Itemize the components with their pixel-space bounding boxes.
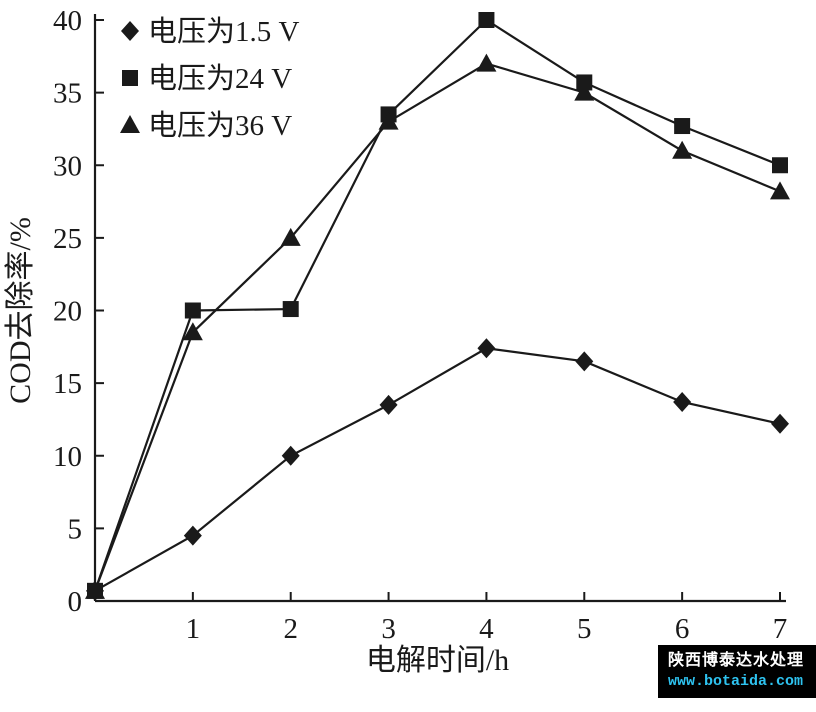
x-axis-label: 电解时间/h (366, 644, 509, 677)
x-tick-label: 2 (283, 613, 298, 645)
data-point-square (772, 157, 788, 174)
data-point-diamond (379, 394, 398, 415)
y-tick-label: 5 (68, 513, 83, 545)
watermark-title: 陕西博泰达水处理 (667, 652, 804, 670)
data-point-triangle (672, 140, 693, 159)
data-point-diamond (477, 338, 496, 359)
y-tick-label: 25 (53, 223, 82, 255)
legend-label: 电压为36 V (148, 109, 292, 142)
y-tick-label: 30 (53, 150, 82, 182)
data-point-triangle (85, 580, 105, 599)
data-point-triangle (574, 82, 595, 101)
x-tick-label: 5 (577, 613, 592, 645)
legend-marker-diamond (121, 21, 139, 41)
data-point-triangle (476, 53, 497, 72)
y-tick-label: 15 (53, 368, 82, 400)
x-tick-label: 4 (479, 613, 494, 645)
x-tick-label: 3 (381, 613, 396, 645)
y-tick-label: 0 (68, 586, 83, 618)
y-tick-label: 35 (53, 78, 82, 110)
data-point-square (282, 301, 299, 318)
legend-label: 电压为24 V (148, 62, 292, 95)
data-point-square (184, 302, 201, 319)
data-point-square (478, 12, 495, 28)
y-tick-label: 20 (53, 296, 82, 328)
data-point-diamond (281, 445, 300, 466)
data-point-triangle (280, 227, 301, 246)
data-point-triangle (182, 322, 203, 341)
watermark: 陕西博泰达水处理 www.botaida.com (657, 645, 816, 698)
y-axis-label: COD去除率/% (4, 217, 37, 404)
y-tick-label: 40 (53, 5, 82, 37)
legend-marker-square (122, 70, 138, 86)
data-point-triangle (770, 181, 790, 200)
data-point-diamond (183, 525, 202, 546)
series-line-2 (93, 62, 781, 592)
data-point-diamond (575, 351, 594, 372)
series-line-1 (93, 18, 781, 592)
y-tick-label: 10 (53, 441, 82, 473)
series-line-0 (94, 347, 781, 592)
legend-label: 电压为1.5 V (148, 15, 300, 48)
data-point-square (576, 74, 593, 91)
x-tick-label: 1 (186, 613, 201, 645)
legend-marker-triangle (120, 115, 140, 133)
x-tick-label: 7 (773, 613, 788, 645)
data-point-triangle (378, 111, 399, 130)
data-point-diamond (673, 392, 692, 413)
x-tick-label: 6 (675, 613, 690, 645)
data-point-square (674, 118, 691, 135)
watermark-url: www.botaida.com (667, 672, 804, 690)
data-point-diamond (771, 413, 789, 434)
